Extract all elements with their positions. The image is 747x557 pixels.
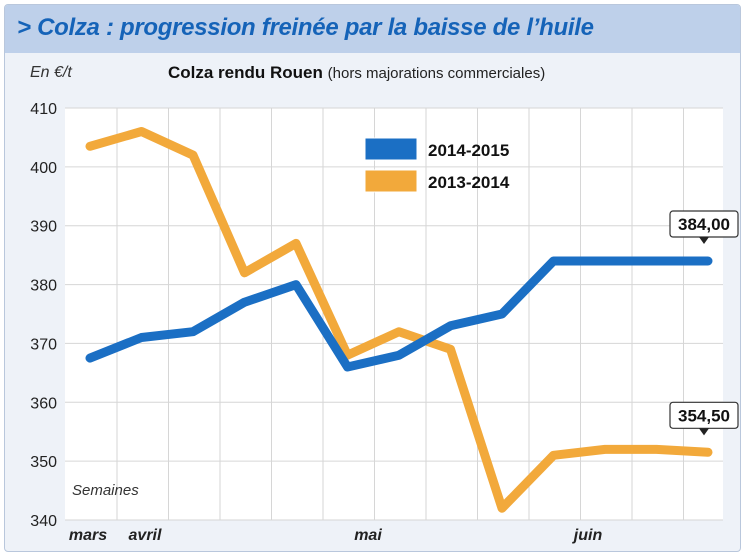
y-tick-label: 340: [30, 513, 57, 530]
legend: 2014-2015 2013-2014: [364, 137, 510, 193]
end-value-labels: 384,00 354,50: [669, 210, 739, 436]
x-month-label: juin: [572, 527, 603, 544]
y-tick-label: 350: [30, 454, 57, 471]
x-axis-label: Semaines: [72, 482, 139, 499]
legend-swatch: [364, 137, 418, 161]
page-title: > Colza : progression freinée par la bai…: [17, 14, 594, 41]
legend-label: 2014-2015: [428, 141, 509, 160]
y-tick-label: 390: [30, 219, 57, 236]
x-axis-month-labels: mars avril mai juin: [69, 527, 603, 544]
chart-subtitle: (hors majorations commerciales): [327, 65, 546, 82]
header-bar: > Colza : progression freinée par la bai…: [5, 5, 740, 53]
end-value-label: 384,00: [678, 215, 730, 234]
y-tick-label: 370: [30, 336, 57, 353]
series-layer: [85, 127, 713, 513]
x-month-label: mars: [69, 527, 107, 544]
end-label-pointer: [699, 428, 709, 436]
chart-title: Colza rendu Rouen (hors majorations comm…: [168, 63, 545, 83]
y-tick-label: 360: [30, 395, 57, 412]
chart-title-main: Colza rendu Rouen: [168, 63, 323, 82]
x-month-label: avril: [129, 527, 162, 544]
end-label-pointer: [699, 237, 709, 245]
y-axis-unit-label: En €/t: [30, 64, 72, 81]
end-value-label: 354,50: [678, 406, 730, 425]
y-tick-label: 410: [30, 101, 57, 118]
legend-label: 2013-2014: [428, 173, 510, 192]
x-month-label: mai: [354, 527, 382, 544]
y-axis-ticks: 340 350 360 370 380 390 400 410: [30, 101, 57, 530]
y-tick-label: 380: [30, 278, 57, 295]
y-tick-label: 400: [30, 160, 57, 177]
legend-swatch: [364, 169, 418, 193]
